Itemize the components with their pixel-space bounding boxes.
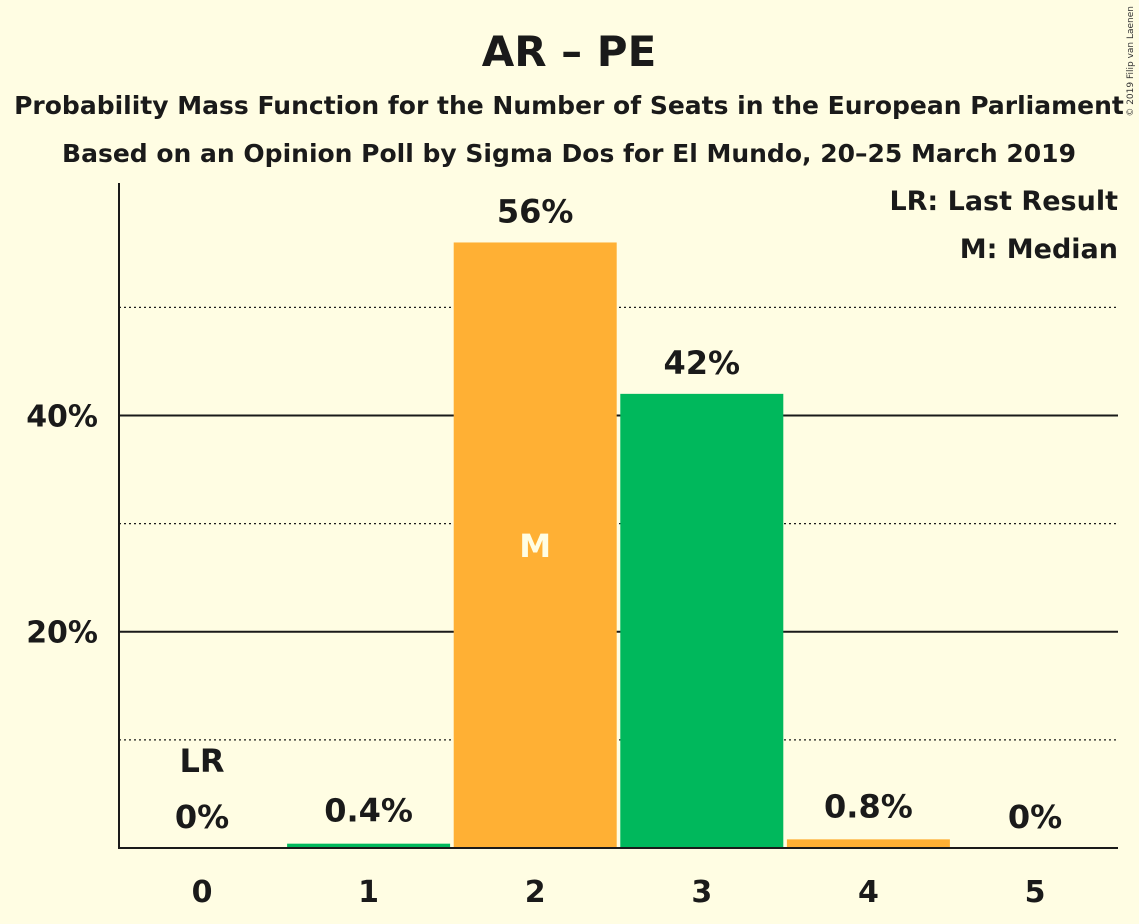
copyright-notice: © 2019 Filip van Laenen <box>1126 6 1136 117</box>
value-label-3: 42% <box>664 344 741 382</box>
value-label-4: 0.8% <box>824 787 913 825</box>
value-label-5: 0% <box>1008 798 1062 836</box>
median-marker: M <box>519 527 551 565</box>
bars <box>287 242 950 848</box>
legend: LR: Last Result M: Median <box>889 186 1118 265</box>
chart-subtitle-2: Based on an Opinion Poll by Sigma Dos fo… <box>62 139 1076 168</box>
x-axis-ticks: 0 1 2 3 4 5 <box>192 875 1046 910</box>
x-tick-label-5: 5 <box>1025 875 1046 910</box>
y-tick-label: 40% <box>26 399 98 434</box>
y-tick-label: 20% <box>26 616 98 651</box>
legend-item-last-result: LR: Last Result <box>889 186 1118 217</box>
legend-item-median: M: Median <box>960 234 1118 265</box>
y-axis-ticks: 20% 40% <box>26 399 98 650</box>
chart-subtitle-1: Probability Mass Function for the Number… <box>14 91 1124 120</box>
bar-4 <box>786 839 950 848</box>
x-tick-label-1: 1 <box>358 875 379 910</box>
last-result-marker: LR <box>179 742 224 780</box>
gridlines <box>119 306 1118 741</box>
value-label-0: 0% <box>175 798 229 836</box>
value-label-1: 0.4% <box>324 792 413 830</box>
x-tick-label-0: 0 <box>192 875 213 910</box>
value-label-2: 56% <box>497 192 574 230</box>
bar-1 <box>287 843 451 848</box>
x-tick-label-4: 4 <box>858 875 879 910</box>
x-tick-label-3: 3 <box>691 875 712 910</box>
bar-labels: 0% LR 0.4% 56% M 42% 0.8% 0% <box>175 192 1062 836</box>
chart-title: AR – PE <box>482 27 657 76</box>
bar-3 <box>620 393 784 848</box>
x-tick-label-2: 2 <box>525 875 546 910</box>
bar-2 <box>453 242 617 848</box>
